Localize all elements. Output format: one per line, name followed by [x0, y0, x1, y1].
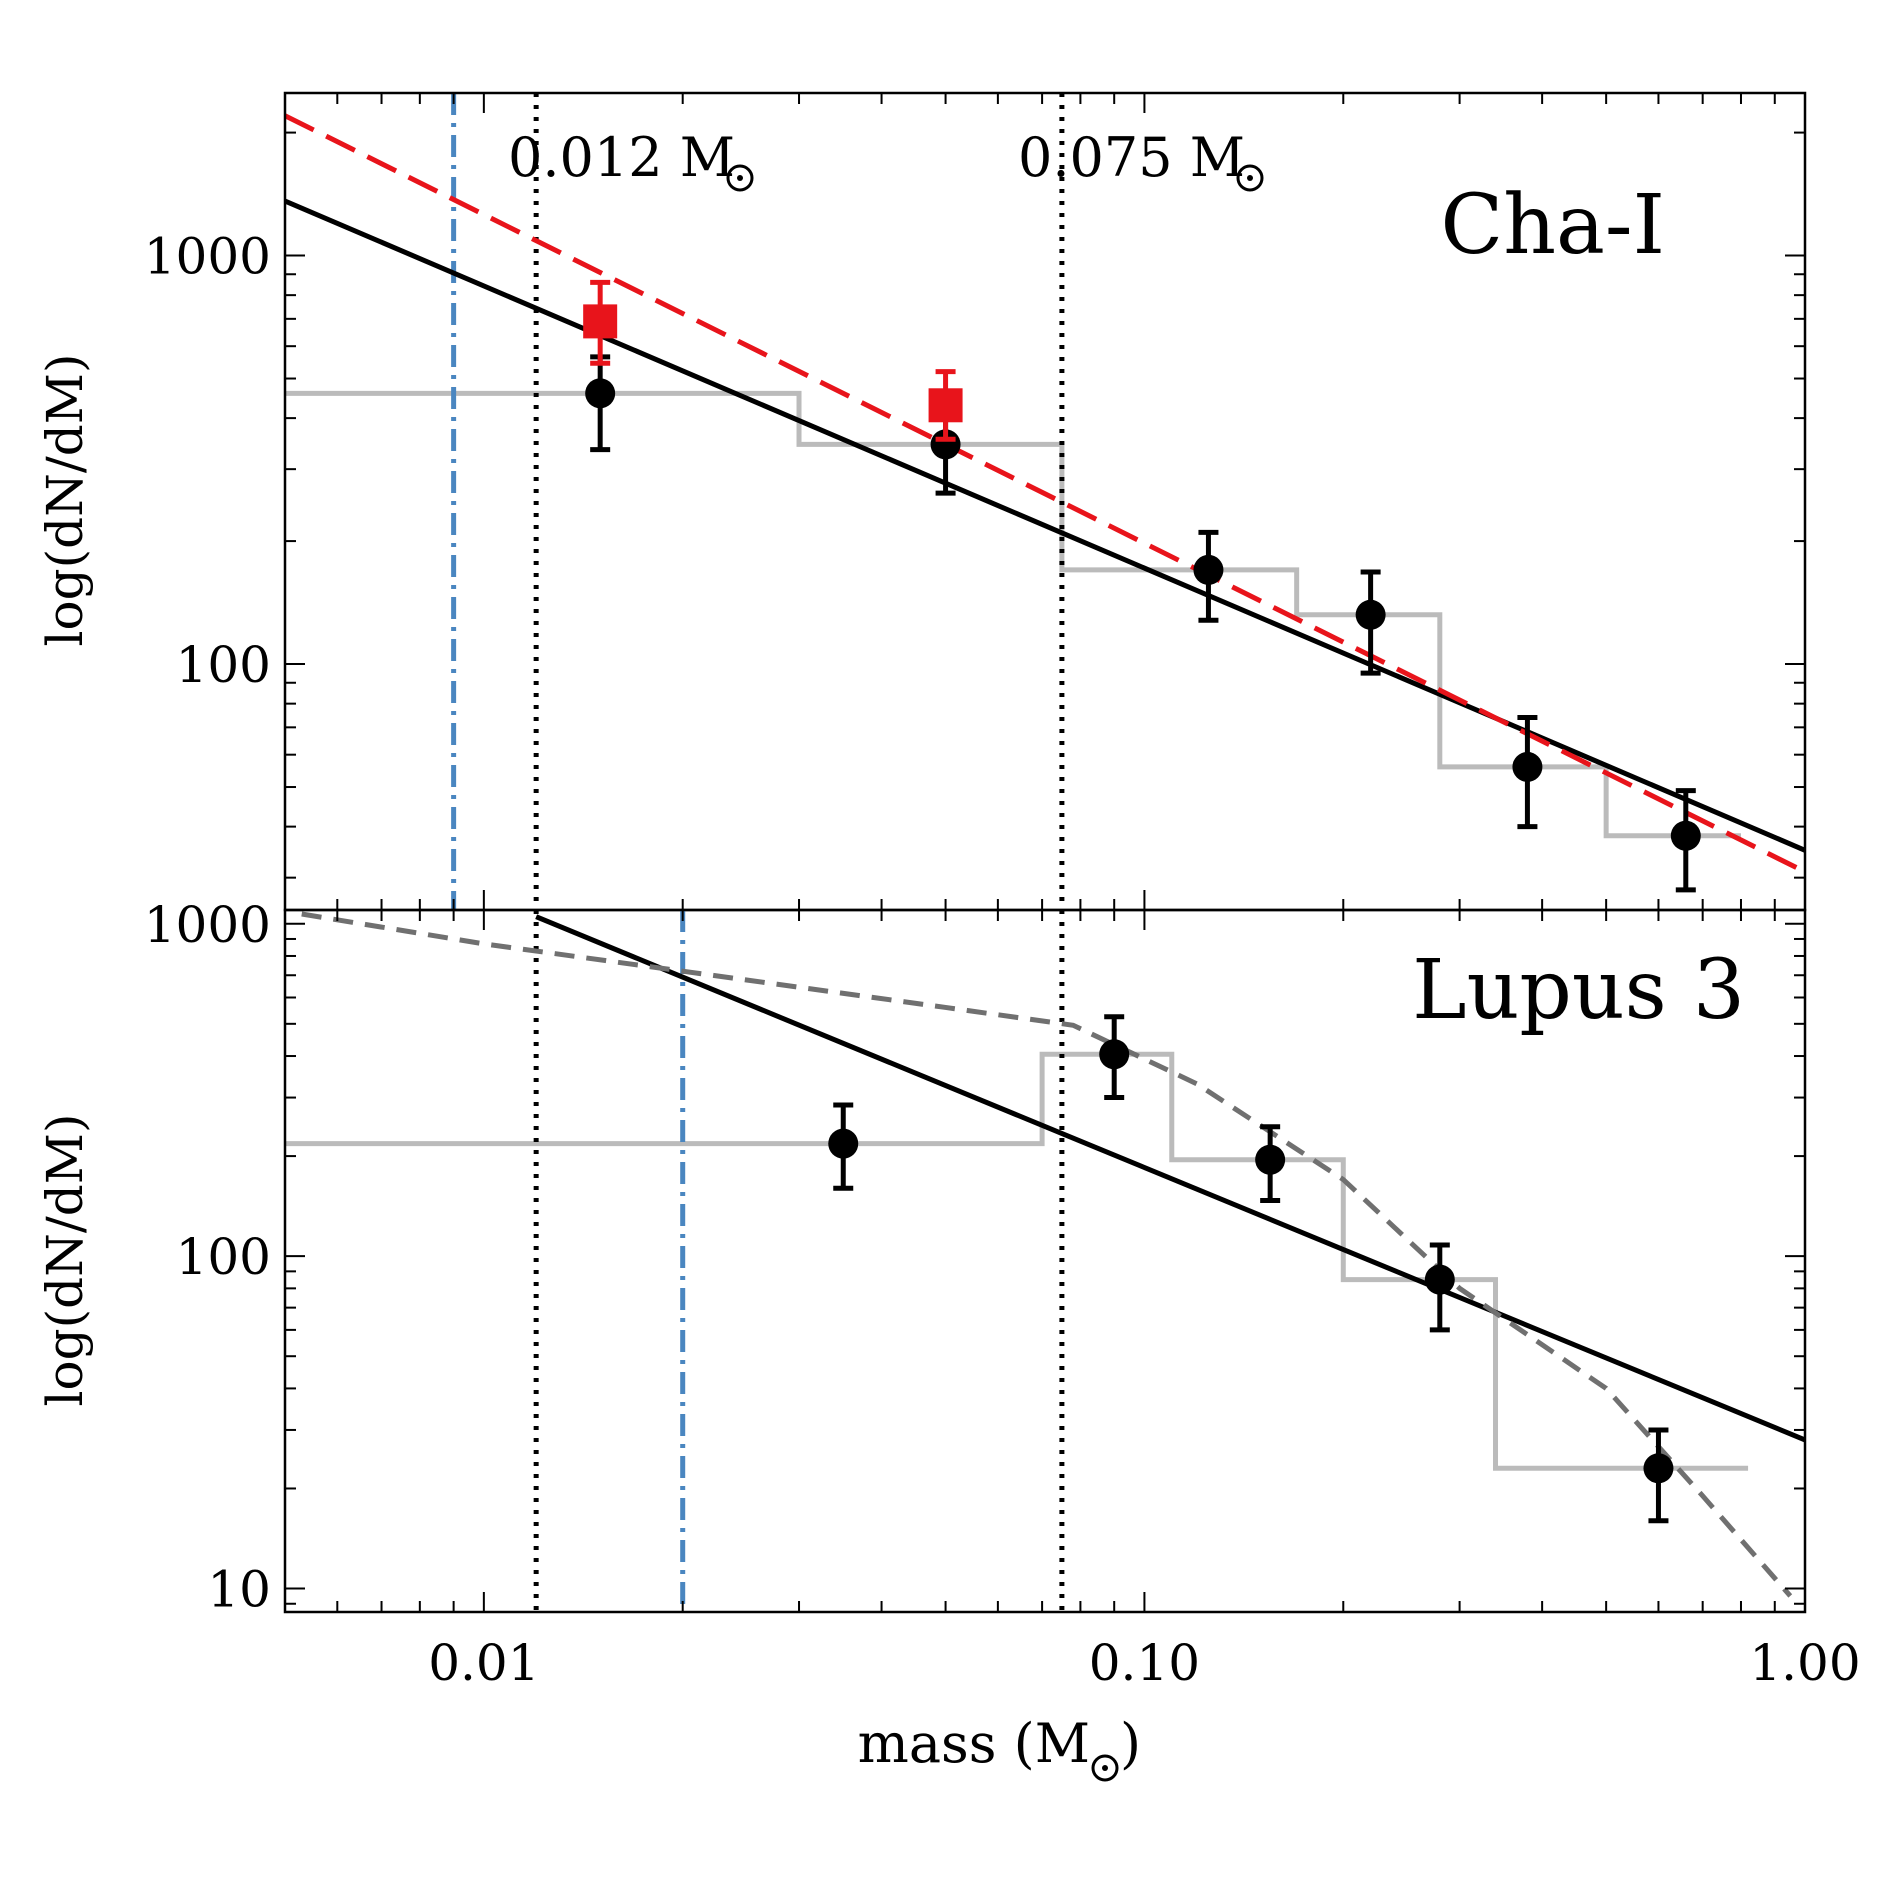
data-point-circle	[1424, 1264, 1455, 1295]
data-point-circle	[1643, 1453, 1674, 1484]
fit-line-red-power-law-fit	[285, 113, 1805, 875]
y-tick-label: 100	[176, 1228, 271, 1286]
x-axis-label-text: mass (M	[858, 1712, 1090, 1775]
sun-symbol-dot	[1102, 1765, 1108, 1771]
data-point-square	[928, 388, 963, 423]
annotation-0012: 0.012 M	[508, 126, 754, 192]
x-axis-label: mass (M )	[858, 1712, 1141, 1782]
fit-line-model-curve	[301, 911, 1793, 1598]
data-point-circle	[828, 1128, 859, 1159]
bottom-panel-title: Lupus 3	[1412, 943, 1745, 1038]
y-tick-label: 100	[176, 636, 271, 694]
panel-bottom: 10 100 1000 0.01 0.10 1.00	[144, 896, 1861, 1692]
data-point-circle	[1255, 1144, 1286, 1175]
annotation-0075: 0.075 M	[1018, 126, 1264, 192]
y-tick-label: 1000	[144, 896, 271, 954]
panel-plot-area	[285, 910, 1805, 1612]
sun-symbol-dot	[737, 175, 743, 181]
x-tick-label: 1.00	[1749, 1634, 1860, 1692]
panel-frame	[283, 908, 1807, 1614]
histogram-steps	[285, 390, 1741, 839]
x-axis-label-close-paren: )	[1120, 1712, 1141, 1775]
plot-layer: 100 1000 10 100 1000 0.01 0.10 1.00	[144, 91, 1861, 1692]
data-point-circle	[1355, 599, 1386, 630]
data-point-circle	[1193, 554, 1224, 585]
y-tick-label: 10	[207, 1561, 271, 1619]
data-point-circle	[1670, 820, 1701, 851]
x-tick-label: 0.10	[1089, 1634, 1200, 1692]
fit-line-black-power-law-fit	[285, 198, 1805, 853]
annotation-0075-label: 0.075 M	[1018, 126, 1245, 189]
x-tick-label: 0.01	[428, 1634, 539, 1692]
data-point-circle	[1512, 751, 1543, 782]
sun-symbol-icon	[1091, 1754, 1119, 1782]
panel-top: 100 1000	[144, 91, 1807, 912]
top-panel-title: Cha-I	[1440, 178, 1665, 273]
annotation-0012-label: 0.012 M	[508, 126, 735, 189]
data-point-square	[583, 304, 618, 339]
y-tick-label: 1000	[144, 228, 271, 286]
fit-line-black-power-law-fit	[535, 914, 1805, 1443]
top-y-axis-label: log(dN/dM)	[36, 354, 94, 647]
bottom-y-axis-label: log(dN/dM)	[36, 1114, 94, 1407]
sun-symbol-icon	[726, 164, 754, 192]
panel-plot-area	[285, 93, 1805, 910]
sun-symbol-dot	[1247, 175, 1253, 181]
data-point-circle	[1099, 1039, 1130, 1070]
sun-symbol-icon	[1236, 164, 1264, 192]
data-point-circle	[585, 378, 616, 409]
